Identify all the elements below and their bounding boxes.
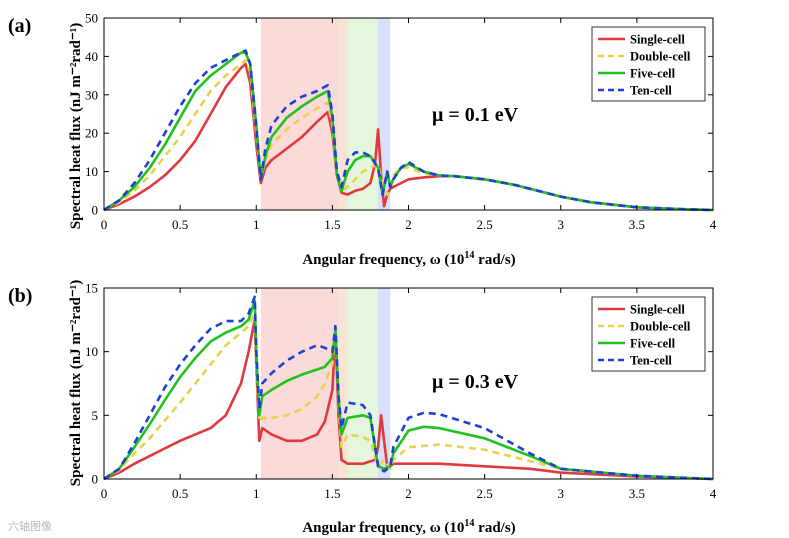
watermark: 六轴图像 <box>8 519 52 533</box>
panel-b-legend-label-double: Double-cell <box>630 320 691 334</box>
panel-b-ytick-label: 5 <box>92 408 99 423</box>
panel-b-xtick-label: 0.5 <box>172 486 188 501</box>
panel-b-series-ten <box>103 295 714 481</box>
panel-a-ytick-label: 40 <box>85 49 98 64</box>
panel-b-series-single <box>103 318 714 481</box>
panel-a-series-five <box>103 51 714 212</box>
panel-a-legend-label-double: Double-cell <box>630 50 691 64</box>
panel-a-xlabel: Angular frequency, ω (1014 rad/s) <box>302 250 515 268</box>
panel-a-xtick-label: 2 <box>405 217 412 232</box>
panel-b-xtick-label: 1.5 <box>324 486 340 501</box>
panel-b-xtick-label: 2 <box>405 486 412 501</box>
panel-b-xtick-label: 1 <box>253 486 260 501</box>
panel-a-series-ten <box>103 49 714 212</box>
panel-b-annotation: μ = 0.3 eV <box>432 371 519 393</box>
panel-b-band-3 <box>378 288 391 479</box>
panel-a-band-1 <box>338 18 348 210</box>
panel-b-legend-label-single: Single-cell <box>630 303 685 317</box>
panel-b-ylabel: Spectral heat flux (nJ m⁻²rad⁻¹) <box>68 280 84 486</box>
panel-a-ytick-label: 50 <box>85 11 98 26</box>
panel-a-ytick-label: 20 <box>85 126 98 141</box>
panel-a-curves <box>103 49 714 212</box>
panel-b-band-0 <box>260 288 339 479</box>
panel-a-ylabel: Spectral heat flux (nJ m⁻²rad⁻¹) <box>68 23 84 229</box>
panel-a-legend-label-single: Single-cell <box>630 33 685 47</box>
panel-a-legend: Single-cell Double-cell Five-cell Ten-cell <box>591 26 706 102</box>
panel-b-xtick-label: 2.5 <box>477 486 493 501</box>
panel-b-curves <box>103 295 714 481</box>
panel-b-ytick-label: 15 <box>85 281 98 296</box>
panel-a-xtick-label: 1.5 <box>324 217 340 232</box>
panel-a-xtick-label: 0.5 <box>172 217 188 232</box>
panel-a-legend-label-five: Five-cell <box>630 67 676 81</box>
panel-a-band-2 <box>347 18 379 210</box>
panel-a-xtick-label: 4 <box>710 217 717 232</box>
panel-b-xtick-label: 3.5 <box>629 486 645 501</box>
panel-b-legend-label-five: Five-cell <box>630 337 676 351</box>
panel-b-band-1 <box>338 288 348 479</box>
panel-b-ytick-label: 0 <box>92 472 99 487</box>
panel-b-xtick-label: 0 <box>101 486 108 501</box>
panel-a-xtick-label: 3 <box>558 217 565 232</box>
panel-b-ticks: 0 0.5 1 1.5 2 2.5 3 3.5 4 0 5 10 15 <box>85 281 717 502</box>
panel-a-ytick-label: 0 <box>92 203 99 218</box>
panel-b-label: (b) <box>8 285 32 307</box>
panel-b-xtick-label: 3 <box>558 486 565 501</box>
panel-a-xtick-label: 3.5 <box>629 217 645 232</box>
panel-b-series-double <box>103 312 714 481</box>
panel-a-ytick-label: 10 <box>85 164 98 179</box>
panel-b-xtick-label: 4 <box>710 486 717 501</box>
panel-a-label: (a) <box>8 15 31 37</box>
panel-b: 0 0.5 1 1.5 2 2.5 3 3.5 4 0 5 10 15 (b) μ = 0.3 eV A… <box>8 280 717 536</box>
panel-b-legend: Single-cell Double-cell Five-cell Ten-cell <box>591 296 706 372</box>
panel-a-xtick-label: 1 <box>253 217 260 232</box>
panel-a-ytick-label: 30 <box>85 87 98 102</box>
panel-a-annotation: μ = 0.1 eV <box>432 104 519 126</box>
panel-b-series-five <box>103 299 714 481</box>
panel-a-xtick-label: 0 <box>101 217 108 232</box>
panel-b-xlabel: Angular frequency, ω (1014 rad/s) <box>302 518 515 536</box>
panel-a-xtick-label: 2.5 <box>477 217 493 232</box>
panel-b-legend-label-ten: Ten-cell <box>630 354 672 368</box>
panel-a-legend-label-ten: Ten-cell <box>630 84 672 98</box>
panel-b-ytick-label: 10 <box>85 344 98 359</box>
